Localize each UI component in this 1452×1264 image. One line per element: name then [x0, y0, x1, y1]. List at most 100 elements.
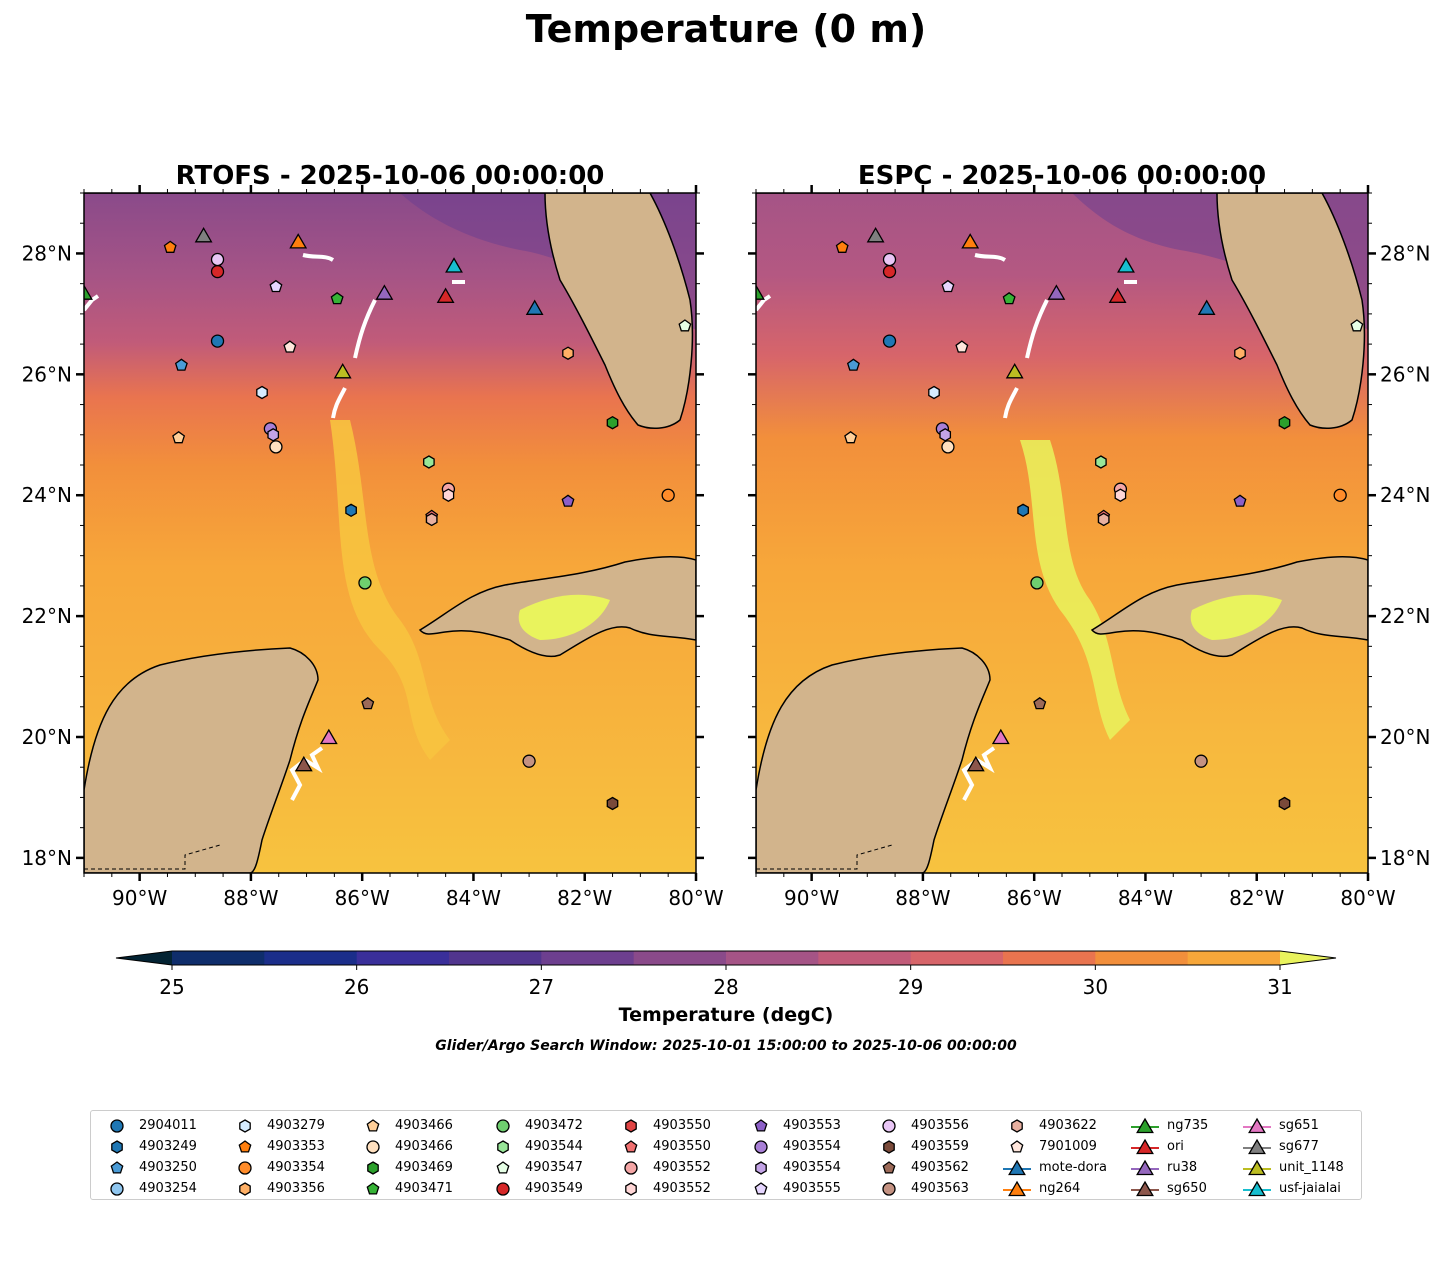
legend-label: 4903552: [653, 1160, 711, 1175]
lat-tick-label: 20°N: [22, 725, 72, 749]
argo-float-marker: [269, 279, 283, 293]
legend-glider-marker: [1248, 1180, 1266, 1196]
argo-float-marker: [606, 415, 619, 430]
legend-marker-icon: [366, 1118, 380, 1132]
legend-glider-marker: [1248, 1159, 1266, 1175]
legend-item: 4903249: [101, 1136, 197, 1157]
legend-item: 4903554: [745, 1136, 841, 1157]
legend-marker-icon: [239, 1181, 251, 1196]
legend-marker-icon: [883, 1139, 895, 1154]
legend-glider-marker: [1136, 1159, 1154, 1175]
argo-float-marker: [939, 428, 952, 442]
lat-tick-label: 18°N: [1380, 846, 1430, 870]
argo-float-marker: [1095, 455, 1107, 469]
legend-marker-icon: [625, 1181, 637, 1196]
argo-float-marker: [1278, 796, 1291, 811]
argo-float-marker: [269, 440, 283, 454]
glider-track: [302, 253, 335, 262]
colorbar-segment: [726, 951, 819, 965]
legend-item: 4903550: [615, 1115, 711, 1136]
glider-marker: [756, 284, 765, 300]
legend-marker-icon: [496, 1118, 510, 1133]
argo-float-marker: [661, 488, 675, 502]
colorbar-segment: [356, 951, 450, 965]
legend-marker-icon: [366, 1181, 380, 1195]
legend-item: 4903544: [487, 1136, 583, 1157]
lon-tick-label: 80°W: [1340, 886, 1395, 910]
legend-item: 4903354: [229, 1157, 325, 1178]
legend-marker-icon: [1131, 1138, 1159, 1154]
lon-tick-label: 86°W: [335, 886, 390, 910]
legend-glider-marker: [1008, 1159, 1026, 1175]
legend-label: 4903562: [911, 1160, 969, 1175]
legend-glider-marker: [1248, 1117, 1266, 1133]
glider-track: [974, 253, 1007, 262]
argo-float-marker: [1333, 488, 1347, 502]
colorbar-tick-label: 30: [1083, 975, 1108, 999]
legend-float-marker: [624, 1139, 638, 1153]
legend-item: 4903554: [745, 1157, 841, 1178]
border-dashed-line: [84, 844, 221, 870]
legend-label: 4903354: [267, 1160, 325, 1175]
argo-float-marker: [882, 264, 897, 279]
legend-label: 4903563: [911, 1181, 969, 1196]
legend-item: 4903555: [745, 1178, 841, 1199]
legend-float-marker: [625, 1118, 637, 1133]
argo-float-marker: [267, 428, 280, 442]
legend-marker-icon: [1003, 1180, 1031, 1196]
lat-tick-label: 24°N: [1380, 483, 1430, 507]
legend-glider-marker: [1136, 1138, 1154, 1154]
legend-float-marker: [110, 1118, 124, 1133]
lat-tick-label: 24°N: [22, 483, 72, 507]
glider-marker: [436, 287, 455, 303]
legend-label: 4903547: [525, 1160, 583, 1175]
legend-marker-icon: [1011, 1118, 1023, 1133]
lon-tick-label: 80°W: [668, 886, 723, 910]
argo-float-marker: [1002, 292, 1016, 305]
legend-marker-icon: [238, 1139, 252, 1153]
legend-float-marker: [111, 1139, 123, 1154]
legend-item: 4903552: [615, 1157, 711, 1178]
legend-marker-icon: [882, 1118, 896, 1133]
legend-glider-marker: [1136, 1180, 1154, 1196]
legend-label: 4903471: [395, 1181, 453, 1196]
lat-tick-label: 22°N: [1380, 604, 1430, 628]
glider-marker: [194, 227, 213, 243]
legend-label: 4903554: [783, 1139, 841, 1154]
glider-track: [84, 294, 100, 312]
legend-float-marker: [755, 1160, 767, 1175]
legend-label: ng264: [1039, 1181, 1081, 1196]
legend-marker-icon: [496, 1181, 510, 1196]
colorbar-tick-label: 25: [159, 975, 184, 999]
legend-item: usf-jaialai: [1241, 1178, 1344, 1199]
legend-marker-icon: [1010, 1139, 1024, 1153]
legend-label: 4903472: [525, 1118, 583, 1133]
legend-label: 4903356: [267, 1181, 325, 1196]
glider-marker: [445, 257, 463, 273]
argo-float-marker: [358, 576, 372, 590]
legend-label: 4903556: [911, 1118, 969, 1133]
legend-item: 4903559: [873, 1136, 969, 1157]
legend-marker-icon: [1131, 1159, 1159, 1175]
glider-marker: [966, 755, 985, 772]
legend-float-marker: [496, 1181, 510, 1196]
lat-tick-label: 26°N: [22, 362, 72, 386]
argo-float-marker: [174, 358, 188, 371]
legend-float-marker: [239, 1181, 251, 1196]
lon-tick-label: 82°W: [557, 886, 612, 910]
legend-float-marker: [1011, 1118, 1023, 1133]
legend-marker-icon: [366, 1139, 380, 1154]
colorbar-extend-low: [116, 951, 172, 965]
legend-label: 4903559: [911, 1139, 969, 1154]
argo-float-marker: [522, 754, 536, 768]
legend-item: 4903547: [487, 1157, 583, 1178]
legend-item: 4903553: [745, 1115, 841, 1136]
argo-float-marker: [1350, 319, 1364, 332]
argo-float-marker: [844, 430, 858, 444]
yucatan-land: [756, 647, 991, 873]
glider-marker: [289, 233, 308, 249]
argo-float-marker: [1278, 415, 1291, 430]
argo-float-marker: [361, 697, 375, 710]
colorbar-segment: [264, 951, 358, 965]
